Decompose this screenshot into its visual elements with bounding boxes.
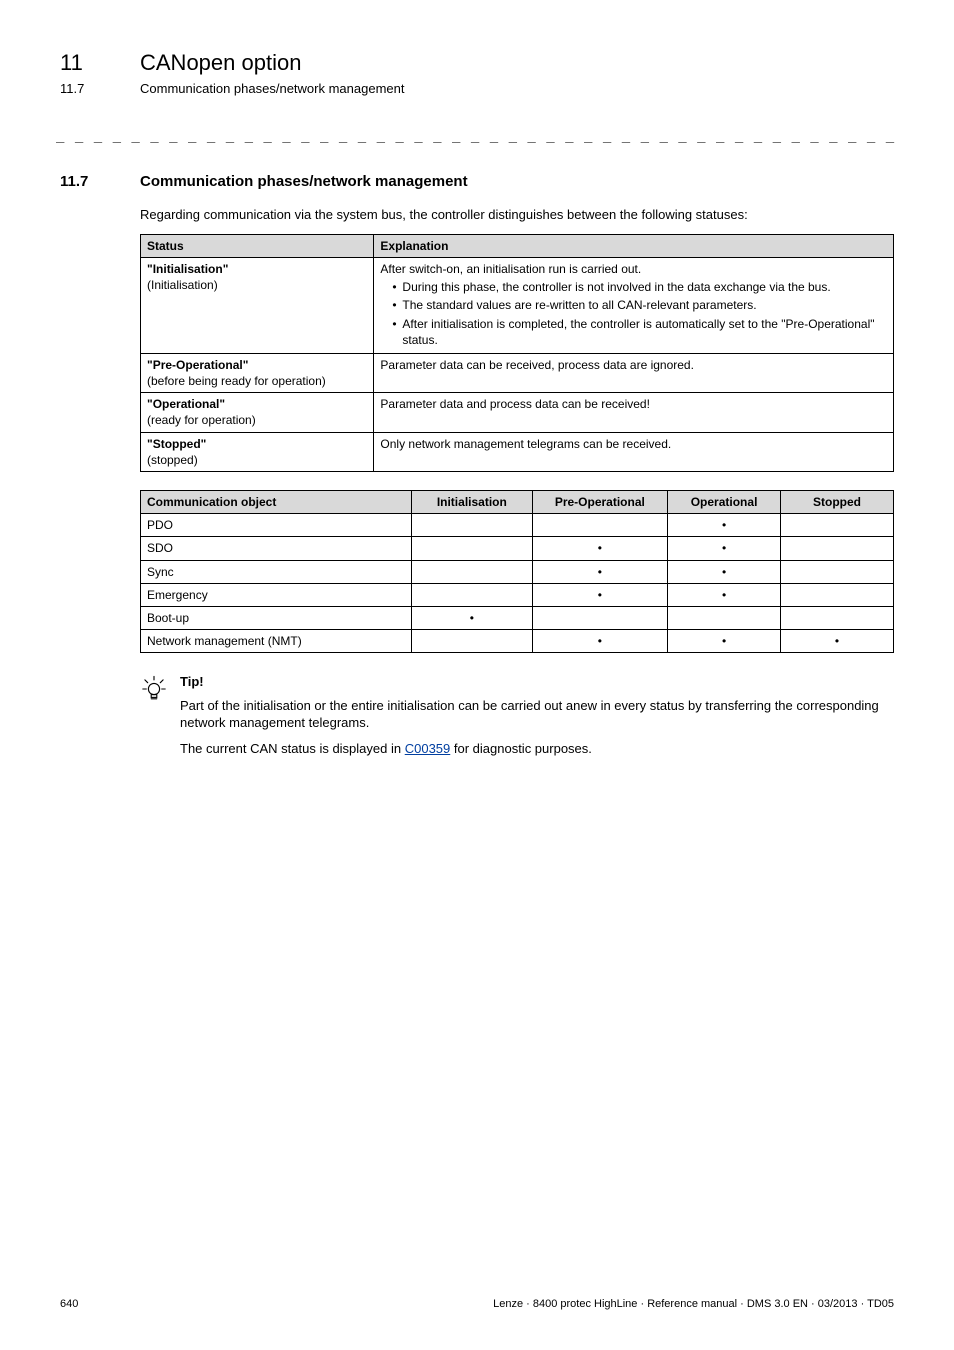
comm-dot-cell: [668, 606, 781, 629]
comm-dot-cell: [781, 606, 894, 629]
comm-dot-cell: •: [532, 537, 668, 560]
status-cell: "Pre-Operational"(before being ready for…: [141, 353, 374, 392]
subsection-number-top: 11.7: [60, 80, 84, 98]
table-row: "Stopped"(stopped) Only network managemen…: [141, 432, 894, 471]
expl-lead: Parameter data and process data can be r…: [380, 396, 887, 412]
table-row: Boot-up•: [141, 606, 894, 629]
status-th-status: Status: [141, 234, 374, 257]
comm-dot-cell: [412, 560, 532, 583]
explanation-cell: After switch-on, an initialisation run i…: [374, 257, 894, 353]
status-plain: (stopped): [147, 452, 367, 468]
code-link[interactable]: C00359: [405, 741, 451, 756]
table-row: PDO •: [141, 514, 894, 537]
comm-dot-cell: •: [532, 630, 668, 653]
comm-obj-cell: SDO: [141, 537, 412, 560]
comm-obj-cell: Emergency: [141, 583, 412, 606]
table-row: "Operational"(ready for operation) Parame…: [141, 393, 894, 432]
expl-bullets: During this phase, the controller is not…: [380, 279, 887, 348]
status-bold: "Operational": [147, 396, 367, 412]
expl-lead: Only network management telegrams can be…: [380, 436, 887, 452]
status-plain: (Initialisation): [147, 277, 367, 293]
status-plain: (ready for operation): [147, 412, 367, 428]
comm-dot-cell: [532, 606, 668, 629]
comm-dot-cell: [412, 537, 532, 560]
tip-p2-post: for diagnostic purposes.: [450, 741, 592, 756]
comm-th-op: Operational: [668, 491, 781, 514]
comm-dot-cell: •: [532, 560, 668, 583]
status-bold: "Initialisation": [147, 261, 367, 277]
comm-dot-cell: [781, 560, 894, 583]
subsection-title-top: Communication phases/network management: [140, 80, 404, 98]
comm-dot-cell: •: [668, 630, 781, 653]
expl-lead: Parameter data can be received, process …: [380, 357, 887, 373]
table-row: Sync ••: [141, 560, 894, 583]
comm-dot-cell: •: [781, 630, 894, 653]
lightbulb-icon: [140, 673, 180, 765]
explanation-cell: Parameter data can be received, process …: [374, 353, 894, 392]
comm-dot-cell: •: [412, 606, 532, 629]
list-item: The standard values are re-written to al…: [392, 297, 887, 313]
status-plain: (before being ready for operation): [147, 373, 367, 389]
explanation-cell: Only network management telegrams can be…: [374, 432, 894, 471]
page-number: 640: [60, 1297, 78, 1312]
comm-dot-cell: [781, 537, 894, 560]
chapter-number: 11: [60, 48, 83, 78]
status-cell: "Operational"(ready for operation): [141, 393, 374, 432]
section-title: Communication phases/network management: [140, 172, 468, 192]
tip-paragraph-1: Part of the initialisation or the entire…: [180, 697, 894, 732]
status-bold: "Stopped": [147, 436, 367, 452]
table-row: "Pre-Operational"(before being ready for…: [141, 353, 894, 392]
status-table: Status Explanation "Initialisation"(Init…: [140, 234, 894, 472]
chapter-title: CANopen option: [140, 48, 301, 78]
explanation-cell: Parameter data and process data can be r…: [374, 393, 894, 432]
tip-block: Tip! Part of the initialisation or the e…: [140, 673, 894, 765]
tip-label: Tip!: [180, 673, 894, 691]
comm-dot-cell: •: [668, 583, 781, 606]
footer-reference: Lenze · 8400 protec HighLine · Reference…: [493, 1297, 894, 1312]
expl-lead: After switch-on, an initialisation run i…: [380, 261, 887, 277]
comm-dot-cell: •: [668, 560, 781, 583]
status-cell: "Stopped"(stopped): [141, 432, 374, 471]
list-item: After initialisation is completed, the c…: [392, 316, 887, 348]
comm-obj-cell: Boot-up: [141, 606, 412, 629]
comm-th-obj: Communication object: [141, 491, 412, 514]
comm-dot-cell: •: [532, 583, 668, 606]
comm-obj-cell: Network management (NMT): [141, 630, 412, 653]
status-th-expl: Explanation: [374, 234, 894, 257]
comm-dot-cell: •: [668, 537, 781, 560]
tip-paragraph-2: The current CAN status is displayed in C…: [180, 740, 894, 758]
comm-dot-cell: [412, 583, 532, 606]
comm-object-table: Communication object Initialisation Pre-…: [140, 490, 894, 653]
tip-p2-pre: The current CAN status is displayed in: [180, 741, 405, 756]
table-row: SDO ••: [141, 537, 894, 560]
intro-paragraph: Regarding communication via the system b…: [140, 206, 894, 224]
page-footer: 640 Lenze · 8400 protec HighLine · Refer…: [60, 1297, 894, 1312]
status-bold: "Pre-Operational": [147, 357, 367, 373]
comm-th-stop: Stopped: [781, 491, 894, 514]
comm-th-init: Initialisation: [412, 491, 532, 514]
table-row: Network management (NMT)•••: [141, 630, 894, 653]
comm-obj-cell: PDO: [141, 514, 412, 537]
comm-dot-cell: [412, 514, 532, 537]
comm-th-preop: Pre-Operational: [532, 491, 668, 514]
comm-dot-cell: [781, 583, 894, 606]
table-row: "Initialisation"(Initialisation) After sw…: [141, 257, 894, 353]
comm-dot-cell: •: [668, 514, 781, 537]
status-cell: "Initialisation"(Initialisation): [141, 257, 374, 353]
comm-dot-cell: [412, 630, 532, 653]
comm-dot-cell: [781, 514, 894, 537]
section-number: 11.7: [60, 172, 140, 192]
separator-dashes: _ _ _ _ _ _ _ _ _ _ _ _ _ _ _ _ _ _ _ _ …: [56, 126, 898, 145]
comm-obj-cell: Sync: [141, 560, 412, 583]
table-row: Emergency ••: [141, 583, 894, 606]
list-item: During this phase, the controller is not…: [392, 279, 887, 295]
comm-dot-cell: [532, 514, 668, 537]
